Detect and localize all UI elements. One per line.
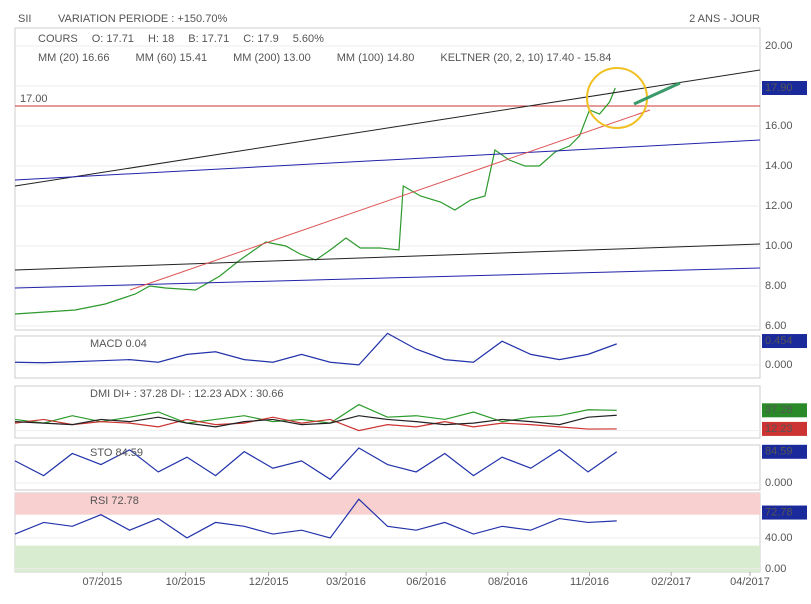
legend-entry: O: 17.71 [92, 33, 134, 45]
series-line [14, 332, 617, 366]
legend-entry: MM (60) 15.41 [136, 52, 208, 64]
legend-entry: MM (200) 13.00 [233, 52, 311, 64]
panel-frame [14, 444, 761, 491]
value-box-label: 12.23 [765, 423, 793, 435]
series-line [14, 416, 617, 432]
series-line [14, 498, 617, 539]
legend-entry: MM (100) 14.80 [337, 52, 415, 64]
value-box-label: 17.90 [765, 82, 793, 94]
trendline [14, 139, 761, 181]
x-tick-label: 03/2016 [326, 576, 366, 588]
trend-arrow [633, 81, 681, 106]
legend-entry: 5.60% [293, 33, 324, 45]
level-label: 17.00 [20, 93, 48, 105]
panel-frame [14, 27, 761, 331]
panel-frame [14, 335, 761, 379]
zone [15, 545, 760, 572]
y-tick-label: 6.00 [765, 320, 786, 332]
panel-title: DMI DI+ : 37.28 DI- : 12.23 ADX : 30.66 [90, 388, 284, 400]
period: 2 ANS - JOUR [689, 13, 760, 25]
x-tick-label: 11/2016 [570, 576, 609, 588]
value-box-label: 37.28 [765, 404, 793, 416]
x-tick-label: 08/2016 [488, 576, 528, 588]
x-tick-label: 12/2015 [249, 576, 289, 588]
variation: VARIATION PERIODE : +150.70% [58, 13, 227, 25]
panel-title: RSI 72.78 [90, 495, 139, 507]
legend-entry: KELTNER (20, 2, 10) 17.40 - 15.84 [440, 52, 611, 64]
y-tick-label: 0.00 [765, 563, 786, 575]
y-tick-label: 10.00 [765, 240, 793, 252]
trendline [14, 243, 761, 271]
y-tick-label: 8.00 [765, 280, 786, 292]
legend-entry: COURS [38, 33, 78, 45]
y-tick-label: 40.00 [765, 532, 793, 544]
legend-entry: C: 17.9 [243, 33, 278, 45]
x-tick-label: 02/2017 [651, 576, 691, 588]
value-box [762, 403, 807, 418]
value-box-label: 0.454 [765, 335, 793, 347]
value-box [762, 505, 807, 520]
panel-title: STO 84.59 [90, 447, 143, 459]
value-box [762, 421, 807, 436]
panel-frame [14, 385, 761, 439]
legend-entry: B: 17.71 [188, 33, 229, 45]
ticker: SII [18, 13, 31, 25]
legend-entry: H: 18 [148, 33, 174, 45]
legend-entry: MM (20) 16.66 [38, 52, 110, 64]
trendline [14, 69, 761, 187]
value-box-label: 72.78 [765, 506, 793, 518]
y-tick-label: 12.00 [765, 200, 793, 212]
series-line [14, 447, 618, 481]
y-tick-label: 20.00 [765, 40, 793, 52]
value-box [762, 444, 807, 459]
series-line [14, 414, 617, 428]
zone [15, 493, 760, 515]
x-tick-label: 06/2016 [406, 576, 446, 588]
y-tick-label: 0.000 [765, 359, 793, 371]
y-tick-label: 14.00 [765, 160, 793, 172]
panel-title: MACD 0.04 [90, 338, 147, 350]
x-tick-label: 10/2015 [166, 576, 206, 588]
y-tick-label: 0.000 [765, 477, 793, 489]
value-box [762, 81, 807, 95]
value-box-label: 84.59 [765, 446, 793, 458]
y-tick-label: 16.00 [765, 120, 793, 132]
value-box [762, 334, 807, 349]
trendline [14, 267, 761, 289]
x-tick-label: 04/2017 [730, 576, 770, 588]
x-tick-label: 07/2015 [83, 576, 123, 588]
trendline [129, 109, 651, 291]
